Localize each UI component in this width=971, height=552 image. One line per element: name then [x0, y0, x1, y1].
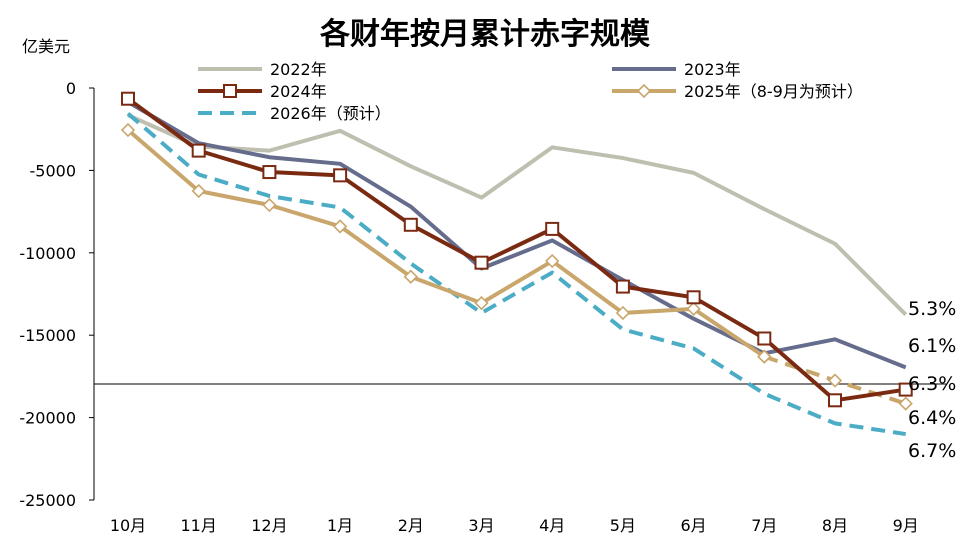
series-2025年（8-9月为预计）-forecast [757, 349, 913, 411]
legend-item: 2025年（8-9月为预计） [612, 82, 863, 101]
series-line [126, 100, 907, 370]
y-tick-label: 0 [66, 79, 76, 98]
series-layer [120, 91, 913, 437]
data-point-diamond [332, 219, 348, 234]
legend-label: 2022年 [270, 60, 327, 79]
data-point-square [545, 221, 560, 236]
x-tick-label: 4月 [539, 516, 565, 535]
data-point-diamond [827, 373, 843, 388]
y-axis: 0 -5000 -10000 -15000 -20000 -25000 [19, 79, 95, 510]
x-tick-label: 9月 [893, 516, 919, 535]
annotation-label: 6.1% [908, 335, 956, 357]
legend-label: 2023年 [684, 60, 741, 79]
x-tick-label: 2月 [398, 516, 424, 535]
x-tick-label: 3月 [468, 516, 494, 535]
series-2026年（预计） [126, 112, 906, 437]
x-tick-label: 12月 [251, 516, 287, 535]
data-point-diamond [403, 269, 418, 284]
x-tick-label: 6月 [681, 516, 707, 535]
data-point-diamond [120, 122, 136, 138]
y-tick-label: -25000 [19, 491, 76, 510]
legend-item: 2022年 [198, 60, 327, 79]
series-line [126, 97, 906, 403]
data-point-square [474, 255, 489, 270]
data-point-square [191, 143, 206, 158]
x-axis-tick-labels: 10月 11月 12月 1月 2月 3月 4月 5月 6月 7月 8月 9月 [110, 516, 919, 535]
data-point-square [615, 279, 630, 294]
legend-label: 2026年（预计） [270, 104, 391, 123]
series-2022年 [127, 113, 908, 317]
series-line [126, 112, 906, 437]
data-point-diamond [545, 253, 560, 269]
legend-item: 2024年 [198, 82, 327, 101]
data-point-square [898, 382, 913, 397]
x-tick-label: 11月 [181, 516, 217, 535]
x-tick-label: 5月 [610, 516, 636, 535]
series-2024年 [121, 91, 913, 408]
annotation-label: 6.3% [908, 373, 956, 395]
legend-label: 2024年 [270, 82, 327, 101]
legend-item: 2023年 [612, 60, 741, 79]
annotation-label: 6.7% [908, 440, 956, 462]
data-point-diamond [474, 295, 489, 311]
x-tick-label: 7月 [751, 516, 777, 535]
data-point-square [403, 217, 418, 232]
data-point-square [262, 165, 277, 180]
x-tick-label: 10月 [110, 516, 146, 535]
x-tick-label: 1月 [327, 516, 353, 535]
x-tick-label: 8月 [822, 516, 848, 535]
y-tick-label: -5000 [30, 161, 77, 180]
chart-title: 各财年按月累计赤字规模 [319, 17, 650, 52]
y-tick-label: -20000 [19, 409, 76, 428]
annotation-label: 6.4% [908, 407, 956, 429]
data-point-square [333, 168, 348, 183]
data-point-square [223, 84, 237, 98]
data-point-diamond [898, 396, 913, 411]
legend-label: 2025年（8-9月为预计） [684, 82, 863, 101]
data-point-square [757, 331, 772, 346]
series-line [126, 128, 766, 359]
data-point-diamond [686, 301, 701, 316]
legend: 2022年 2023年 2024年 2025年（8-9月为预计） 2026年（预计） [198, 60, 863, 123]
y-tick-label: -15000 [19, 326, 76, 345]
series-line [127, 113, 908, 317]
end-annotations: 5.3% 6.1% 6.3% 6.4% 6.7% [908, 298, 956, 462]
series-2023年 [126, 100, 907, 370]
data-point-diamond [191, 183, 206, 199]
data-point-square [828, 393, 842, 408]
data-point-diamond [757, 349, 772, 364]
data-point-square [121, 91, 135, 106]
y-axis-unit: 亿美元 [22, 37, 70, 56]
data-point-diamond [262, 197, 277, 213]
legend-item: 2026年（预计） [198, 104, 391, 123]
data-point-diamond [615, 305, 631, 321]
annotation-label: 5.3% [908, 298, 956, 320]
data-point-diamond [636, 83, 652, 99]
y-tick-label: -10000 [19, 244, 76, 263]
data-point-square [686, 290, 701, 305]
